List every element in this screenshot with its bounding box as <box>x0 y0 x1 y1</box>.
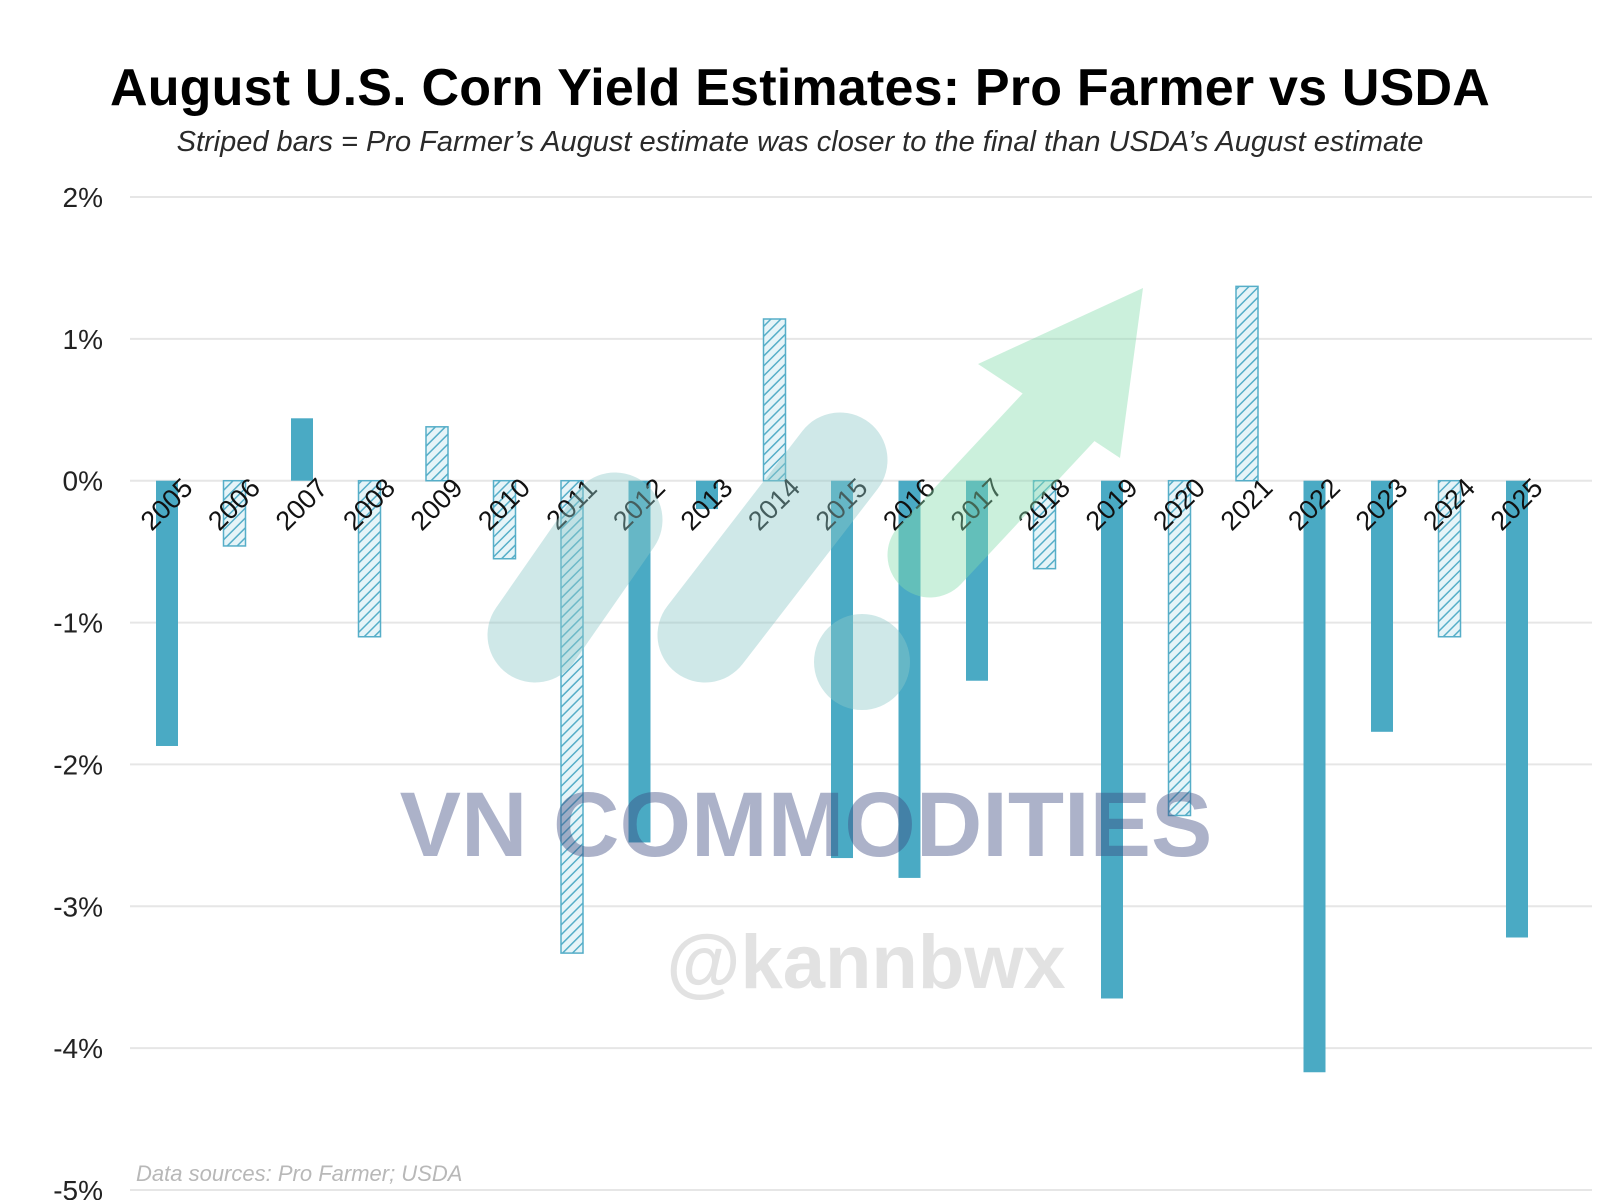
watermark-logo-dot <box>814 614 910 710</box>
watermark-logo-pill-left <box>487 472 663 683</box>
watermark: VN COMMODITIES @kannbwx <box>400 288 1213 1005</box>
bar-2017 <box>966 480 988 681</box>
y-tick-label: -3% <box>53 891 103 922</box>
y-tick-label: -1% <box>53 608 103 639</box>
bar-2022 <box>1303 480 1326 1073</box>
y-tick-label: 0% <box>63 466 103 497</box>
x-tick-label: 2007 <box>270 473 334 537</box>
bar-2013 <box>696 480 718 510</box>
bar-2021 <box>1235 285 1259 482</box>
bar-2009 <box>425 426 449 482</box>
bar-2014 <box>762 318 787 482</box>
bar-2008 <box>357 479 382 638</box>
watermark-logo-pill-middle <box>657 412 888 683</box>
gridlines <box>130 196 1592 1191</box>
chart-title: August U.S. Corn Yield Estimates: Pro Fa… <box>109 59 1491 117</box>
bar-2018 <box>1032 479 1057 570</box>
bar-2006 <box>222 479 247 547</box>
bar-2010 <box>492 479 517 560</box>
watermark-logo-arrow-shaft <box>887 362 1113 598</box>
bar-2007 <box>291 418 313 481</box>
chart-subtitle: Striped bars = Pro Farmer’s August estim… <box>176 126 1424 158</box>
bar-2005 <box>156 480 178 746</box>
y-tick-label: -2% <box>53 749 103 780</box>
watermark-brand-text: VN COMMODITIES <box>400 774 1213 876</box>
bar-2020 <box>1167 479 1192 817</box>
bar-2015 <box>831 480 853 859</box>
bar-2019 <box>1101 480 1123 999</box>
watermark-handle-text: @kannbwx <box>666 920 1065 1005</box>
source-note: Data sources: Pro Farmer; USDA <box>136 1161 462 1186</box>
x-tick-label: 2009 <box>405 473 469 537</box>
y-axis-ticks: 2% 1% 0% -1% -2% -3% -4% -5% <box>53 182 103 1200</box>
y-tick-label: 1% <box>63 324 103 355</box>
y-tick-label: 2% <box>63 182 103 213</box>
bars <box>156 285 1528 1073</box>
watermark-logo-arrow-head <box>978 288 1143 458</box>
bar-2016 <box>898 480 921 878</box>
bar-2025 <box>1506 480 1528 938</box>
bar-2023 <box>1371 480 1393 732</box>
y-tick-label: -4% <box>53 1033 103 1064</box>
bar-2024 <box>1437 479 1462 638</box>
x-tick-label: 2021 <box>1215 473 1279 537</box>
y-tick-label: -5% <box>53 1175 103 1200</box>
bar-2012 <box>628 480 651 843</box>
bar-2011 <box>560 479 584 954</box>
